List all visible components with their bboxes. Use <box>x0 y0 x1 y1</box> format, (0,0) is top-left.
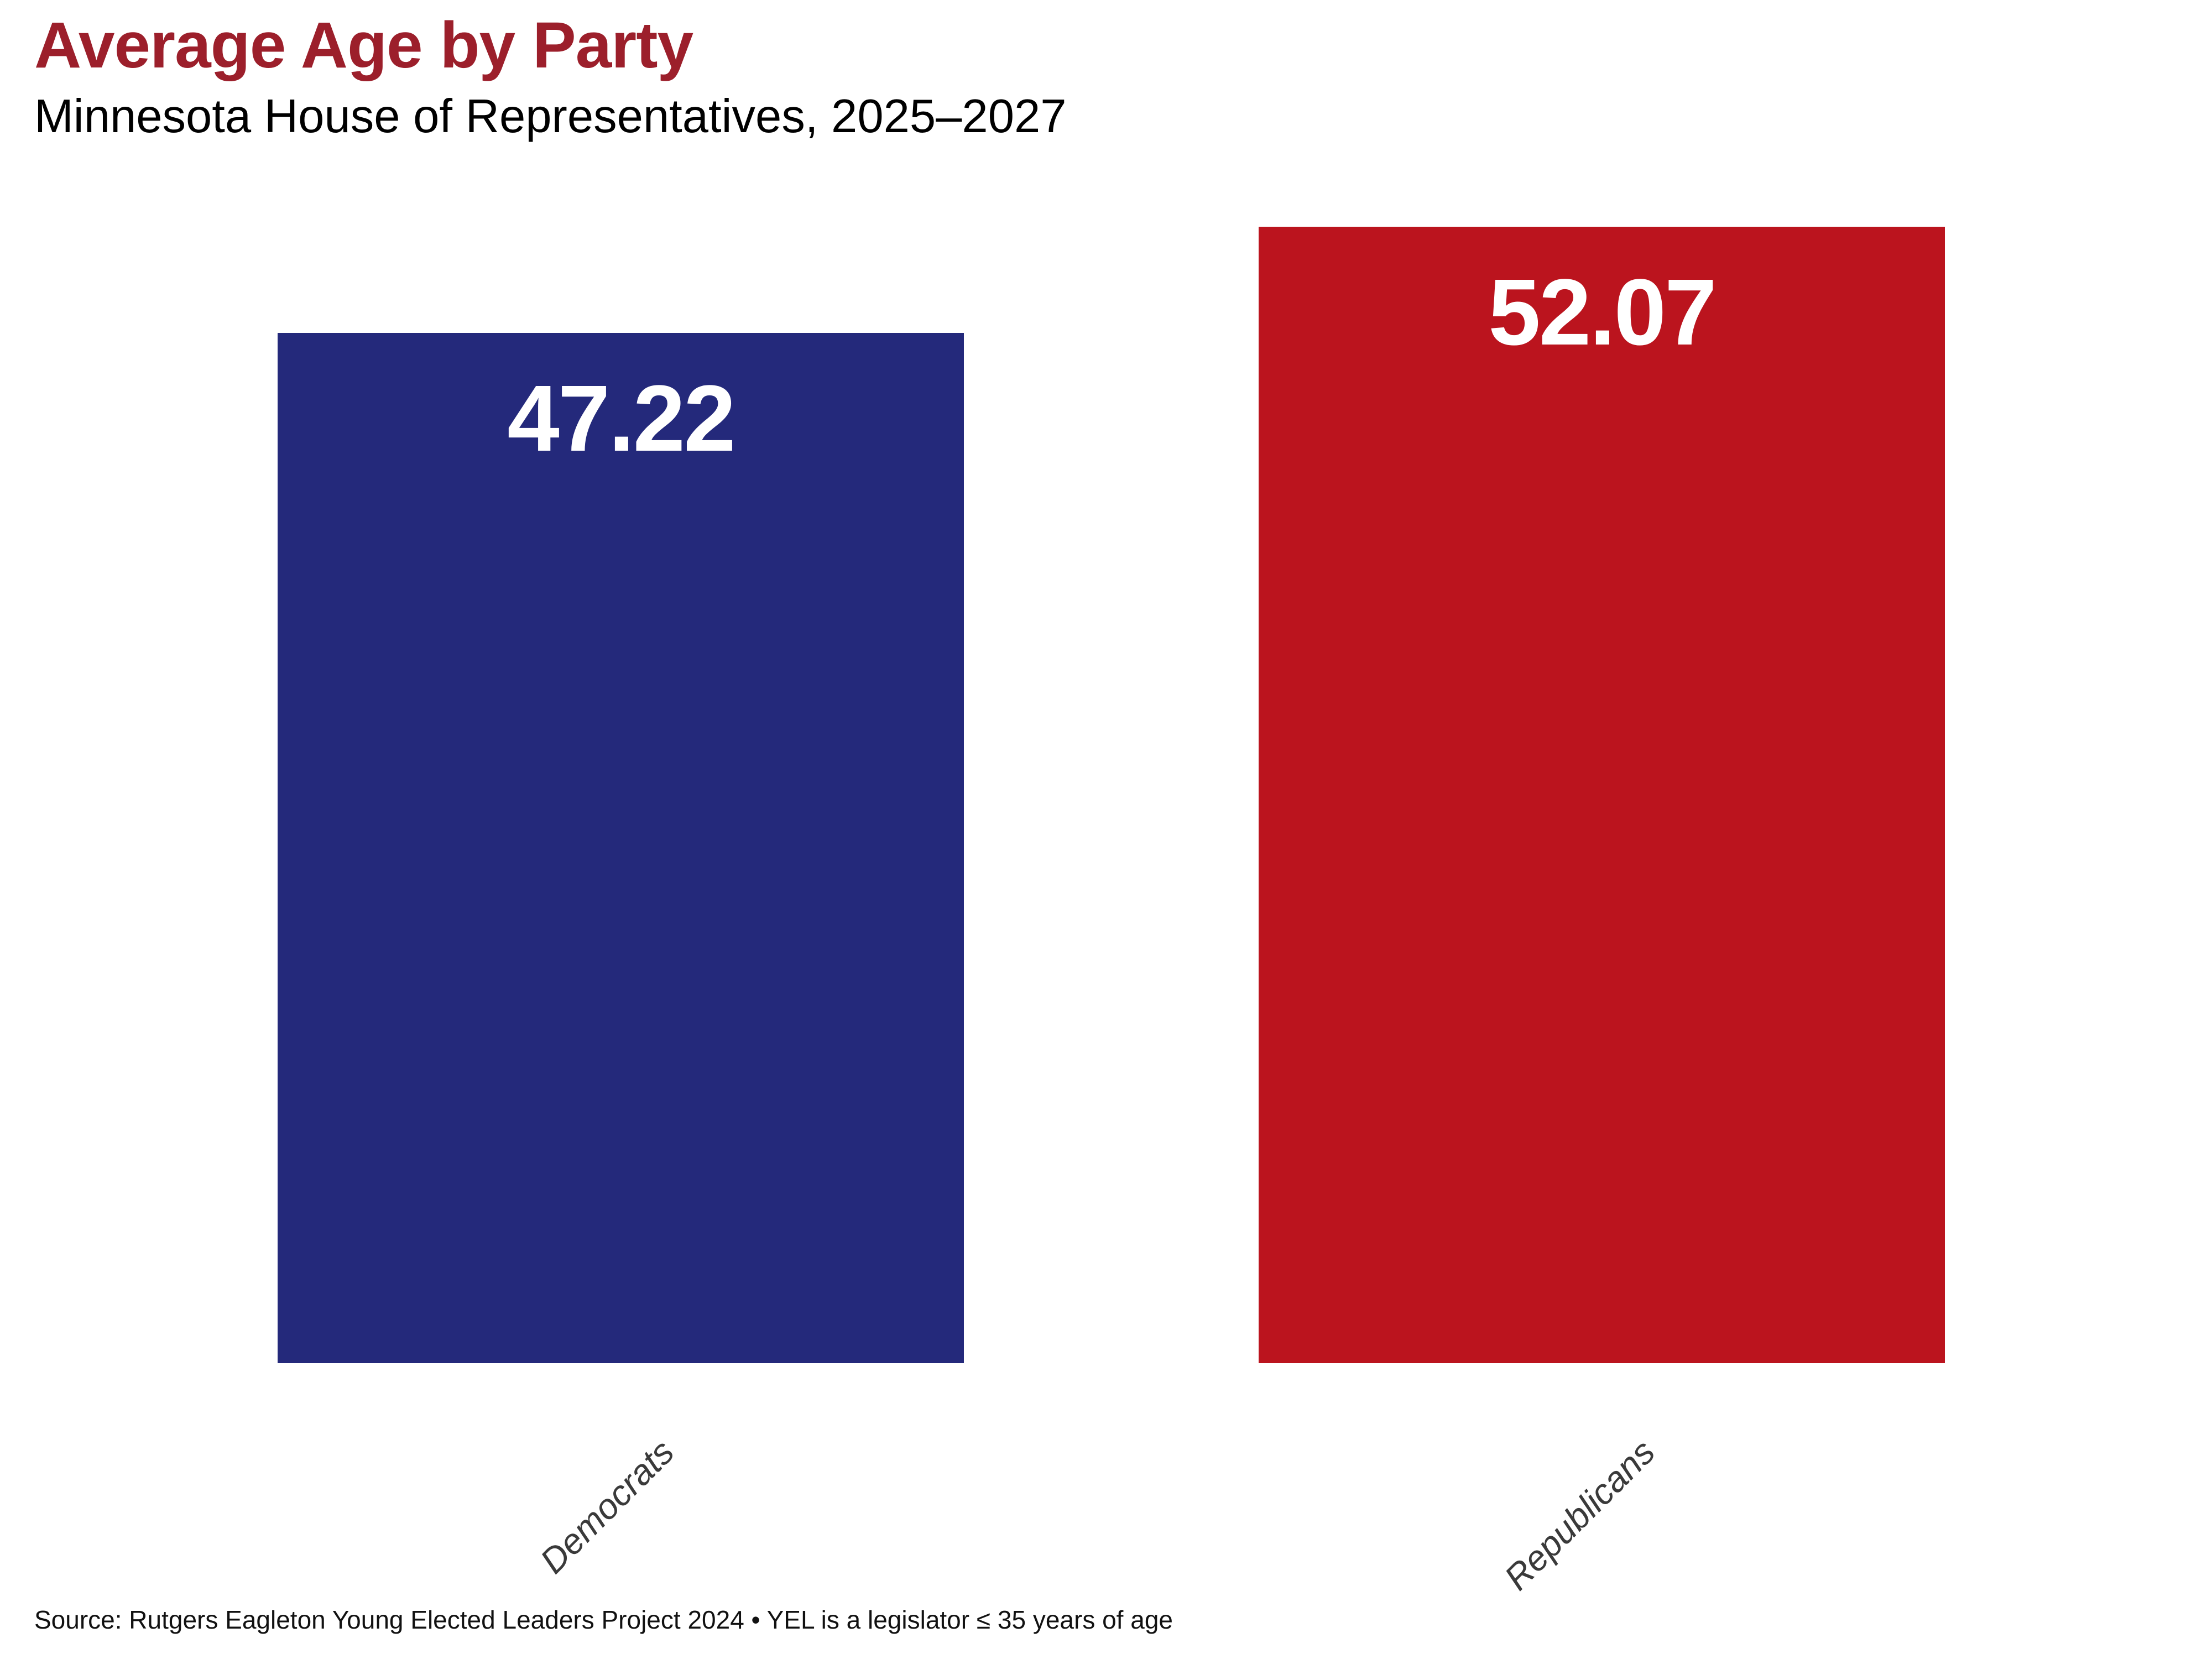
x-tick-label-democrats: Democrats <box>532 1432 682 1581</box>
chart-subtitle: Minnesota House of Representatives, 2025… <box>34 90 1067 143</box>
x-tick-label-republicans: Republicans <box>1496 1432 1663 1598</box>
source-note: Source: Rutgers Eagleton Young Elected L… <box>34 1605 1173 1634</box>
bar-value-label-republicans: 52.07 <box>1488 260 1717 365</box>
bar-democrats: 47.22 <box>278 333 964 1363</box>
bar-value-label-democrats: 47.22 <box>507 366 735 471</box>
chart-title: Average Age by Party <box>34 9 693 82</box>
chart-header: Average Age by Party Minnesota House of … <box>34 9 1067 143</box>
bar-republicans: 52.07 <box>1259 227 1945 1363</box>
